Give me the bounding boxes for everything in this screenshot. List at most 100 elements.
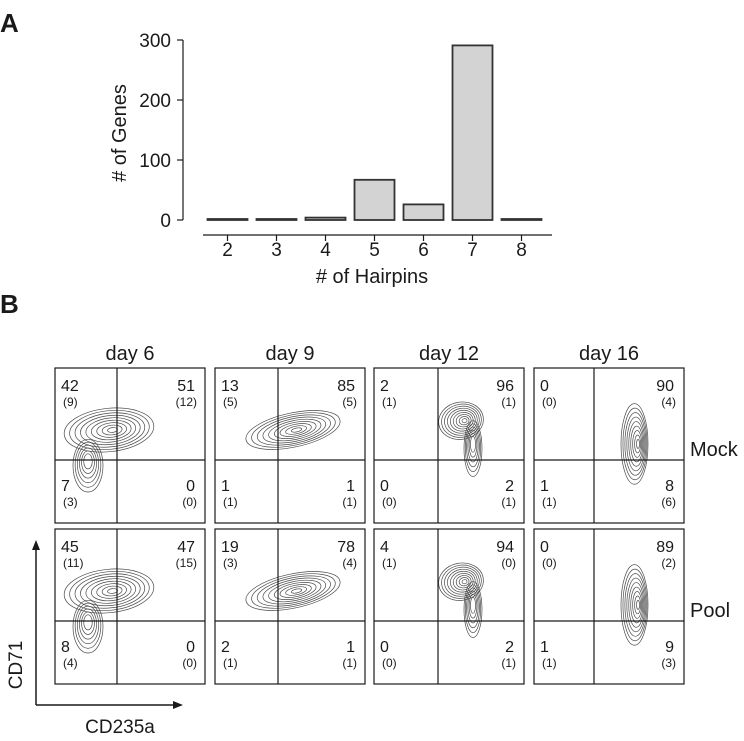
quadrant-percent-br: 2 xyxy=(505,639,514,656)
cd71-axis-label: CD71 xyxy=(6,641,27,690)
contour-line xyxy=(256,414,331,446)
panel-frame xyxy=(214,367,366,524)
contour-line xyxy=(85,578,137,604)
contour-line xyxy=(79,608,97,640)
x-ticks: 2 3 4 5 6 7 8 xyxy=(222,235,527,261)
contour-line xyxy=(468,593,478,619)
contour-line xyxy=(90,419,132,441)
bar-8-hairpins xyxy=(500,218,543,221)
quadrant-sd-bl: (1) xyxy=(542,656,557,670)
contour-line xyxy=(80,575,141,607)
contour-density xyxy=(245,410,341,450)
bars xyxy=(206,44,543,221)
contour-line xyxy=(464,423,482,473)
x-tick-label: 3 xyxy=(271,240,282,261)
contour-line xyxy=(76,605,100,645)
contour-line xyxy=(467,429,479,463)
quadrant-percent-br: 2 xyxy=(505,478,514,495)
panel-frame xyxy=(533,528,685,685)
contour-line xyxy=(81,611,95,635)
quadrant-sd-bl: (4) xyxy=(63,656,78,670)
contour-line xyxy=(636,600,640,610)
contour-line xyxy=(256,575,331,607)
contour-line xyxy=(79,447,97,479)
contour-line xyxy=(630,586,644,624)
contour-line xyxy=(268,418,322,442)
bar-5-hairpins xyxy=(353,178,396,221)
contour-line xyxy=(285,586,307,596)
panel-frame xyxy=(373,367,525,524)
quadrant-percent-tr: 96 xyxy=(496,378,514,395)
column-header: day 12 xyxy=(419,343,479,365)
contour-line xyxy=(461,418,468,424)
contour-line xyxy=(461,579,468,585)
contour-line xyxy=(290,427,303,433)
contour-line xyxy=(285,425,307,435)
bar-2-hairpins xyxy=(206,218,249,221)
contour-line xyxy=(632,430,643,458)
quadrant-sd-tl: (0) xyxy=(542,556,557,570)
contour-line xyxy=(90,580,132,602)
quadrant-percent-br: 9 xyxy=(665,639,674,656)
cd235a-axis-label: CD235a xyxy=(85,717,155,738)
contour-line xyxy=(441,564,482,599)
quadrant-percent-tl: 45 xyxy=(61,539,79,556)
contour-line xyxy=(463,420,483,477)
contour-density xyxy=(63,407,155,493)
contour-line xyxy=(101,424,123,436)
y-tick-label: 300 xyxy=(139,31,171,52)
contour-line xyxy=(83,614,93,631)
quadrant-percent-br: 0 xyxy=(186,478,195,495)
contour-line xyxy=(467,590,479,624)
quadrant-percent-bl: 0 xyxy=(380,478,389,495)
quadrant-percent-tl: 13 xyxy=(221,378,239,395)
contour-line xyxy=(624,412,647,476)
x-axis-label: # of Hairpins xyxy=(316,266,428,288)
quadrant-percent-tl: 0 xyxy=(540,539,549,556)
panel-frame xyxy=(214,528,366,685)
contour-density xyxy=(63,568,155,654)
contour-line xyxy=(441,403,482,438)
x-tick-label: 8 xyxy=(516,240,527,261)
contour-line xyxy=(628,421,645,467)
contour-line xyxy=(458,577,470,587)
bar-6-hairpins xyxy=(402,203,445,221)
quadrant-sd-tl: (3) xyxy=(223,556,238,570)
contour-line xyxy=(245,410,341,450)
quadrant-sd-tr: (15) xyxy=(176,556,197,570)
quadrant-percent-tr: 85 xyxy=(337,378,355,395)
contour-line xyxy=(455,414,472,428)
quadrant-sd-bl: (0) xyxy=(382,495,397,509)
column-header: day 6 xyxy=(106,343,155,365)
y-tick-label: 0 xyxy=(160,211,171,232)
contour-line xyxy=(251,573,336,609)
flow-panel-pool-day-9: 19(3)78(4)2(1)1(1) xyxy=(214,528,366,685)
quadrant-sd-bl: (0) xyxy=(382,656,397,670)
contour-line xyxy=(101,585,123,597)
quadrant-percent-br: 1 xyxy=(346,478,355,495)
contour-line xyxy=(632,591,643,619)
quadrant-percent-tr: 90 xyxy=(656,378,674,395)
quadrant-sd-br: (0) xyxy=(182,495,197,509)
contour-line xyxy=(628,582,645,628)
contour-line xyxy=(279,423,312,437)
row-label-pool: Pool xyxy=(690,600,730,622)
contour-line xyxy=(455,575,472,589)
contour-line xyxy=(262,416,327,444)
contour-line xyxy=(634,595,641,615)
contour-line xyxy=(72,599,104,654)
contour-line xyxy=(458,416,470,426)
contour-line xyxy=(626,416,646,472)
contour-line xyxy=(470,435,476,453)
contour-line xyxy=(96,422,127,438)
quadrant-percent-bl: 1 xyxy=(540,639,549,656)
contour-line xyxy=(620,564,649,646)
contour-line xyxy=(452,573,474,591)
contour-line xyxy=(620,403,649,485)
panel-frame xyxy=(533,367,685,524)
contour-line xyxy=(464,584,482,634)
contour-line xyxy=(626,577,646,633)
flow-panel-mock-day-16: 0(0) 90(4) 1(1) 8(6) xyxy=(533,367,685,524)
quadrant-percent-tl: 42 xyxy=(61,378,79,395)
